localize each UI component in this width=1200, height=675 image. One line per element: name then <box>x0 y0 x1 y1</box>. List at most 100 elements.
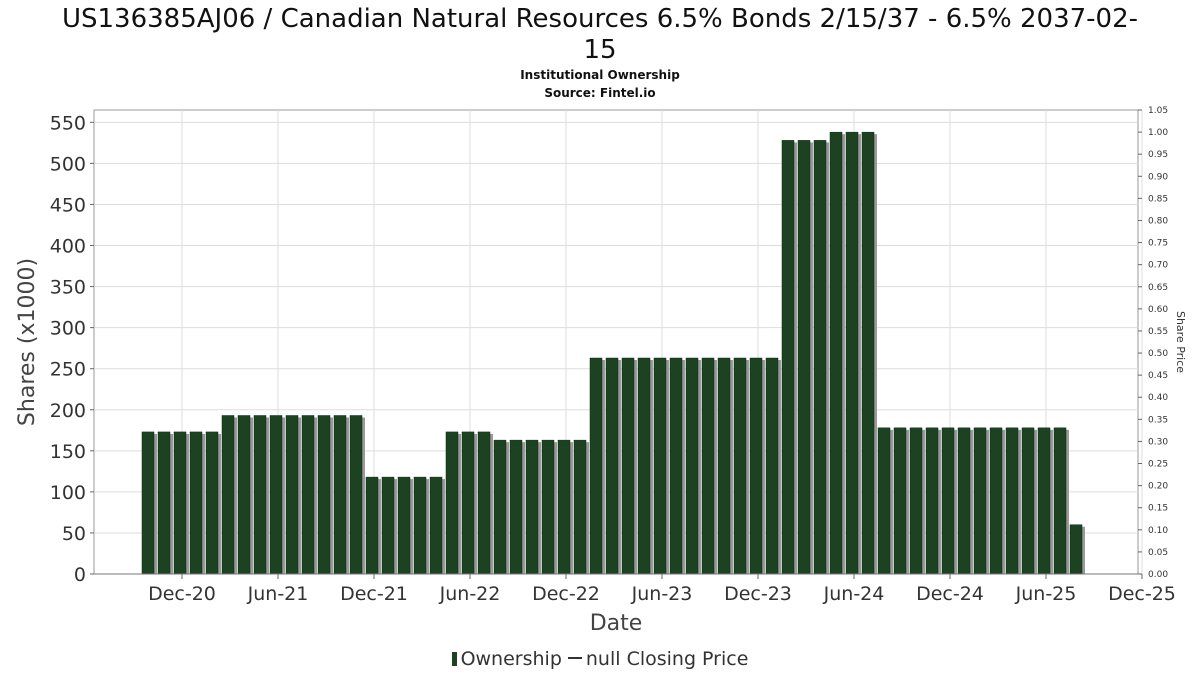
ownership-bar <box>557 439 571 575</box>
y-tick-label: 0 <box>74 564 86 586</box>
ownership-bar <box>317 415 331 575</box>
x-tick-label: Jun-21 <box>247 583 309 605</box>
x-tick-label: Jun-23 <box>631 583 693 605</box>
ownership-bar <box>253 415 267 575</box>
y2-tick-label: 0.20 <box>1148 482 1168 492</box>
y2-tick-label: 0.65 <box>1148 283 1168 293</box>
y-tick-label: 250 <box>50 359 86 381</box>
ownership-bar <box>493 439 507 575</box>
x-tick-label: Dec-25 <box>1108 583 1176 605</box>
ownership-bar <box>893 427 907 575</box>
x-tick-label: Dec-21 <box>340 583 408 605</box>
y2-axis-label: Share Price <box>1174 311 1187 373</box>
ownership-bar <box>397 476 411 575</box>
y2-tick-label: 0.00 <box>1148 570 1168 580</box>
y2-tick-label: 0.55 <box>1148 327 1168 337</box>
y2-tick-label: 0.60 <box>1148 305 1168 315</box>
ownership-bar <box>941 427 955 575</box>
ownership-bar <box>829 131 843 575</box>
y-tick-label: 500 <box>50 153 86 175</box>
y-tick-label: 50 <box>62 523 86 545</box>
y2-tick-label: 0.15 <box>1148 504 1168 514</box>
ownership-bar <box>461 431 475 575</box>
y2-tick-label: 0.10 <box>1148 526 1168 536</box>
y-tick-label: 200 <box>50 400 86 422</box>
ownership-bar <box>541 439 555 575</box>
ownership-bar <box>925 427 939 575</box>
ownership-bar <box>237 415 251 575</box>
y-tick-label: 400 <box>50 236 86 258</box>
ownership-bar <box>365 476 379 575</box>
legend-price-label: null Closing Price <box>585 648 749 670</box>
ownership-bar <box>765 357 779 575</box>
y2-tick-label: 0.05 <box>1148 548 1168 558</box>
x-tick-label: Jun-22 <box>439 583 501 605</box>
ownership-bar <box>173 431 187 575</box>
ownership-bar <box>605 357 619 575</box>
y2-tick-label: 0.35 <box>1148 415 1168 425</box>
y-tick-label: 450 <box>50 194 86 216</box>
y2-tick-label: 0.30 <box>1148 437 1168 447</box>
ownership-bar <box>621 357 635 575</box>
ownership-bar <box>861 131 875 575</box>
ownership-bar <box>205 431 219 575</box>
y2-tick-label: 0.95 <box>1148 150 1168 160</box>
ownership-bar <box>589 357 603 575</box>
x-tick-label: Jun-25 <box>1015 583 1077 605</box>
y2-tick-label: 0.80 <box>1148 216 1168 226</box>
ownership-bar <box>573 439 587 575</box>
ownership-bar <box>813 140 827 575</box>
ownership-bar <box>285 415 299 575</box>
ownership-bar <box>269 415 283 575</box>
ownership-bar <box>189 431 203 575</box>
chart-legend: Ownership null Closing Price <box>0 648 1200 670</box>
y2-tick-label: 0.70 <box>1148 261 1168 271</box>
ownership-bar <box>1005 427 1019 575</box>
ownership-bar <box>445 431 459 575</box>
ownership-bar <box>1021 427 1035 575</box>
ownership-bar <box>653 357 667 575</box>
y2-tick-label: 0.85 <box>1148 194 1168 204</box>
legend-ownership-label: Ownership <box>460 648 562 670</box>
y-tick-label: 550 <box>50 112 86 134</box>
chart-title: US136385AJ06 / Canadian Natural Resource… <box>0 4 1200 66</box>
legend-price-line <box>567 657 582 659</box>
y-axis-label: Shares (x1000) <box>15 258 40 426</box>
x-tick-label: Dec-22 <box>532 583 600 605</box>
ownership-bar <box>429 476 443 575</box>
chart-title-line-1: US136385AJ06 / Canadian Natural Resource… <box>61 4 1139 34</box>
ownership-bar <box>333 415 347 575</box>
ownership-bar <box>717 357 731 575</box>
ownership-bar <box>797 140 811 575</box>
ownership-bar <box>1037 427 1051 575</box>
y2-tick-label: 0.40 <box>1148 393 1168 403</box>
y2-tick-label: 0.90 <box>1148 172 1168 182</box>
ownership-bar <box>157 431 171 575</box>
chart-source: Source: Fintel.io <box>544 86 656 100</box>
ownership-bar <box>141 431 155 575</box>
x-axis-label: Date <box>590 611 643 636</box>
ownership-bar <box>957 427 971 575</box>
ownership-bar <box>525 439 539 575</box>
x-tick-label: Dec-20 <box>148 583 216 605</box>
ownership-bar <box>685 357 699 575</box>
ownership-bar <box>669 357 683 575</box>
y-tick-label: 100 <box>50 482 86 504</box>
y-tick-label: 350 <box>50 277 86 299</box>
ownership-bar <box>733 357 747 575</box>
ownership-bar <box>413 476 427 575</box>
ownership-bar <box>877 427 891 575</box>
ownership-bar <box>701 357 715 575</box>
ownership-bar <box>349 415 363 575</box>
y2-tick-label: 0.75 <box>1148 239 1168 249</box>
ownership-bar <box>909 427 923 575</box>
y2-tick-label: 0.45 <box>1148 371 1168 381</box>
x-tick-label: Dec-23 <box>724 583 792 605</box>
y2-tick-label: 1.05 <box>1148 106 1168 116</box>
x-tick-label: Dec-24 <box>916 583 984 605</box>
y2-tick-label: 0.25 <box>1148 460 1168 470</box>
y-tick-label: 300 <box>50 318 86 340</box>
ownership-bar <box>477 431 491 575</box>
y-tick-label: 150 <box>50 441 86 463</box>
